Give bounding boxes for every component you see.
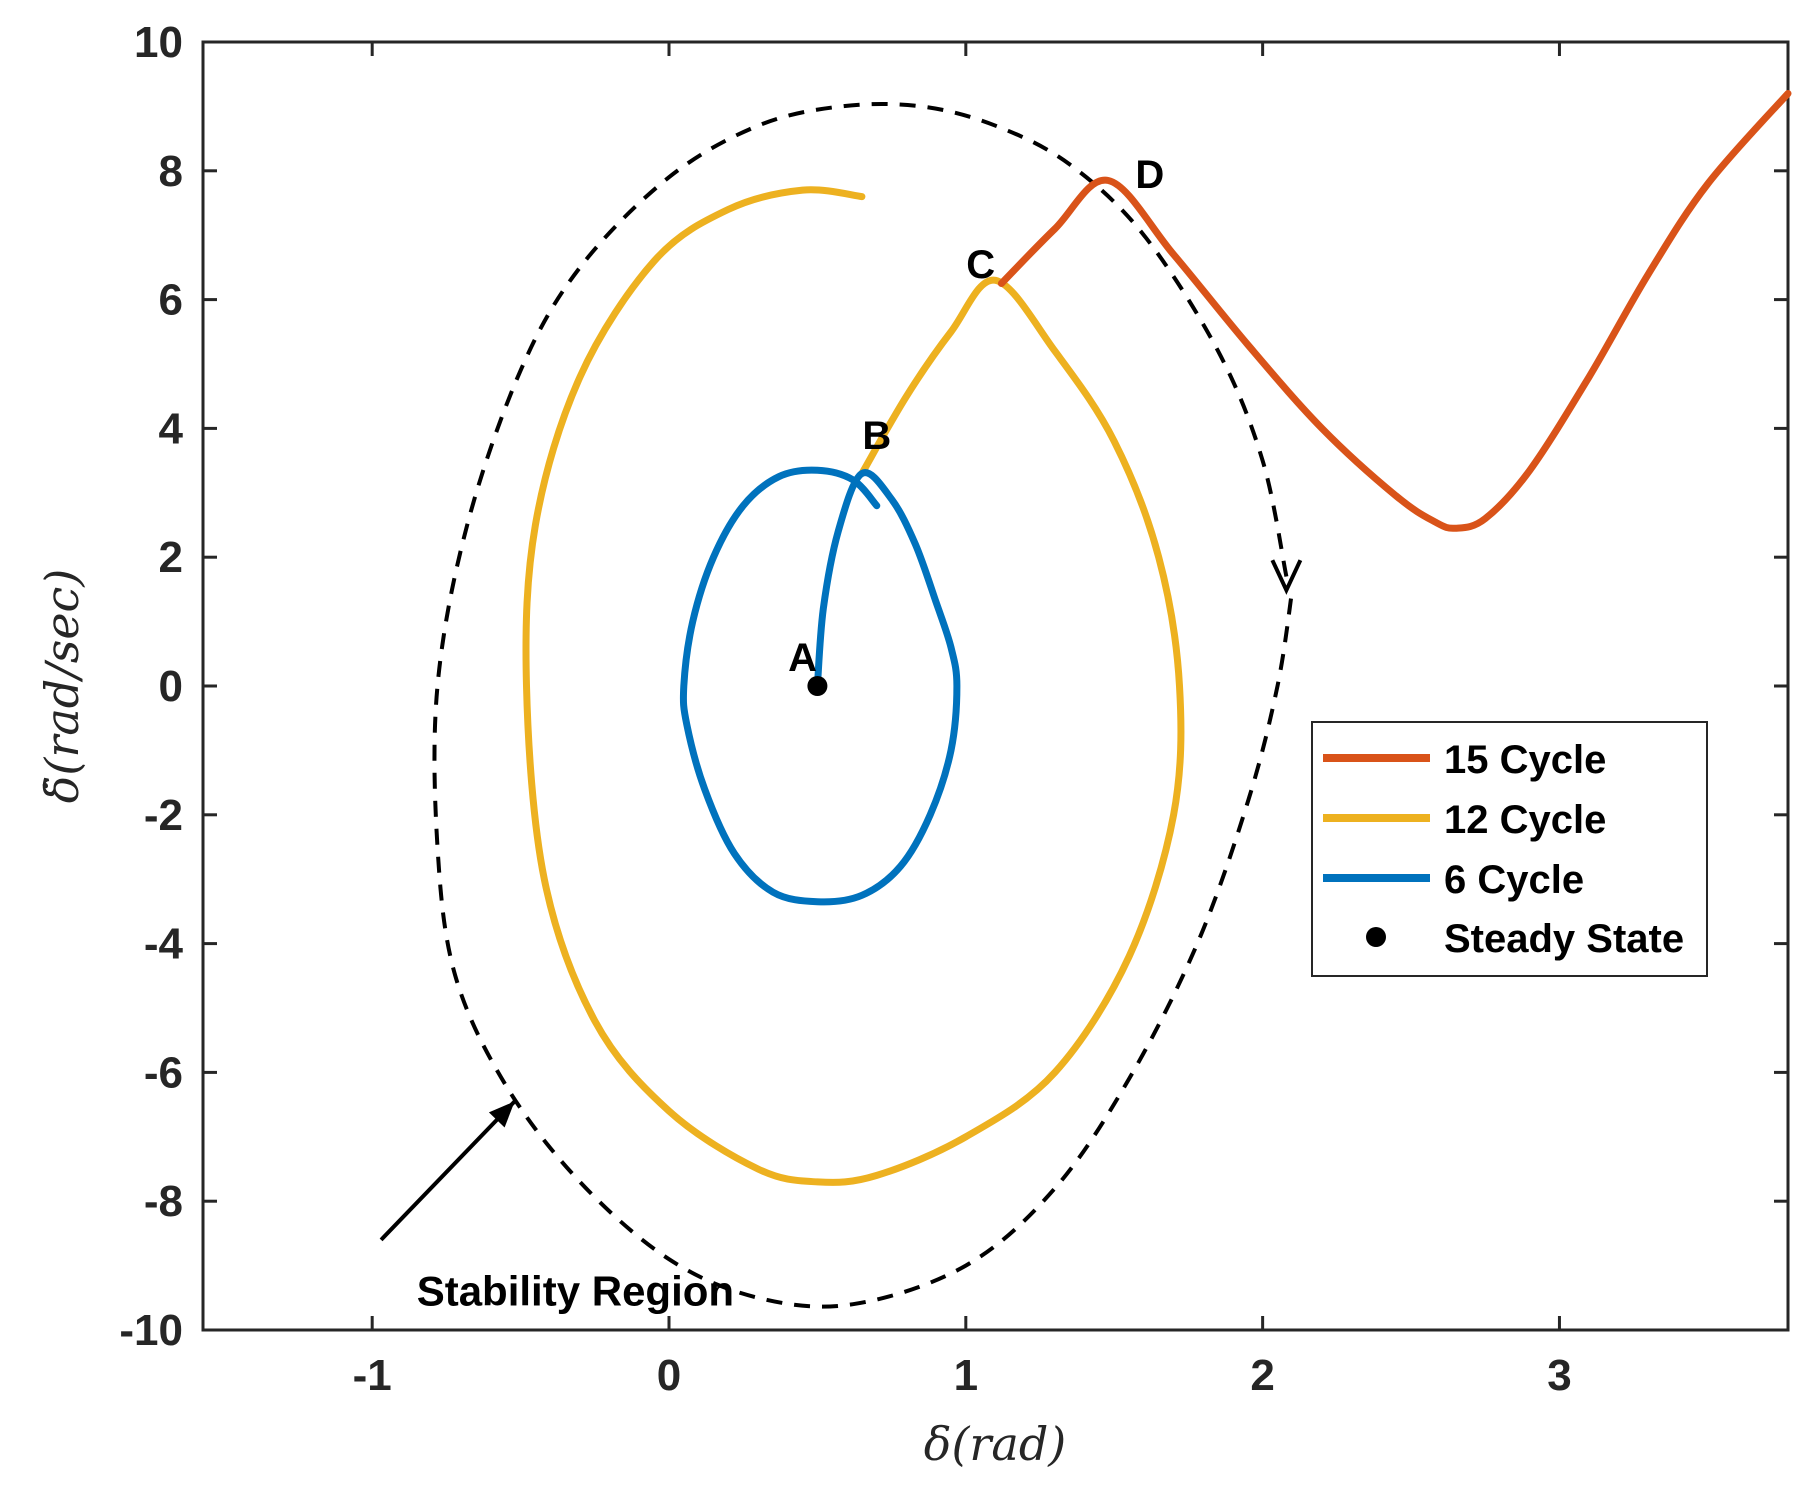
y-tick-label: 6 <box>159 276 183 325</box>
labels-layer: A B C D Stability Region <box>379 153 1164 1314</box>
curve-12-cycle <box>522 186 1185 1186</box>
y-tick-label: -2 <box>144 791 183 840</box>
x-tick-label: 3 <box>1547 1351 1571 1400</box>
x-tick-label: 1 <box>954 1351 978 1400</box>
stability-region-arrowhead-annotation <box>488 1101 515 1128</box>
y-tick-label: 0 <box>159 662 183 711</box>
legend-label-6-cycle: 6 Cycle <box>1444 858 1584 902</box>
stability-region-arrowhead <box>1270 559 1303 595</box>
y-tick-label: -6 <box>144 1048 183 1097</box>
point-label-b: B <box>862 414 891 458</box>
y-tick-label: -4 <box>144 920 184 969</box>
x-tick-label: 0 <box>657 1351 681 1400</box>
y-tick-label: 8 <box>159 147 183 196</box>
y-tick-label: -8 <box>144 1177 183 1226</box>
curve-6-cycle <box>679 466 961 906</box>
y-tick-label: -10 <box>119 1306 183 1355</box>
steady-state-point <box>807 676 828 696</box>
x-axis-label: δ(rad) <box>924 1417 1066 1471</box>
point-label-d: D <box>1135 153 1164 197</box>
curves-layer <box>432 90 1792 1309</box>
curve-15-cycle <box>997 90 1792 532</box>
legend-label-steady-state: Steady State <box>1444 917 1684 961</box>
x-tick-label: 2 <box>1250 1351 1274 1400</box>
legend-marker-steady-state <box>1366 927 1386 947</box>
x-tick-label: -1 <box>353 1351 392 1400</box>
y-tick-label: 4 <box>159 404 184 453</box>
y-tick-label: 2 <box>159 533 183 582</box>
y-axis-label: δ̇(rad/sec) <box>35 569 89 804</box>
legend-label-15-cycle: 15 Cycle <box>1444 738 1606 782</box>
point-label-a: A <box>788 636 817 680</box>
stability-region-arrow <box>379 1099 517 1242</box>
plot-area <box>201 40 1790 1332</box>
stability-region-annotation: Stability Region <box>417 1267 734 1314</box>
curve-stability-region <box>432 102 1295 1309</box>
y-tick-label: 10 <box>134 18 183 67</box>
legend-label-12-cycle: 12 Cycle <box>1444 798 1606 842</box>
point-label-c: C <box>966 243 995 287</box>
legend: 15 Cycle 12 Cycle 6 Cycle Steady State <box>1311 721 1708 977</box>
